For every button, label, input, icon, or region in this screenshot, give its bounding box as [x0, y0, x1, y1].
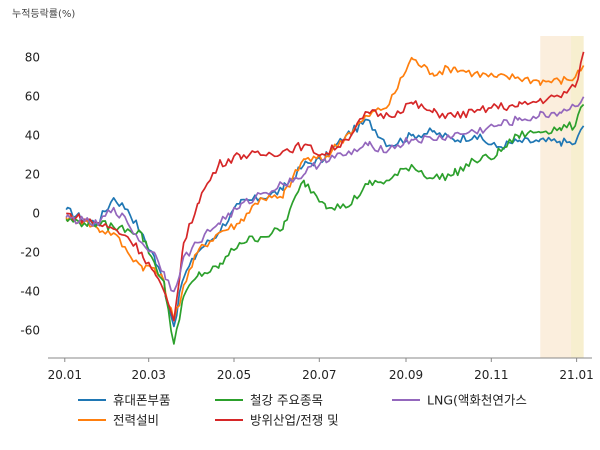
series-line-0 — [65, 118, 585, 328]
legend-label: 철강 주요종목 — [250, 393, 323, 408]
highlight-bands — [540, 36, 584, 358]
highlight-band-1 — [571, 36, 584, 358]
x-tick-label: 20.01 — [48, 368, 82, 382]
y-tick-label: -60 — [20, 323, 40, 337]
x-tick-label: 20.11 — [474, 368, 508, 382]
x-tick-label: 20.07 — [302, 368, 336, 382]
legend-label: LNG(액화천연가스 — [427, 393, 527, 408]
x-tick-label: 21.01 — [559, 368, 593, 382]
y-tick-label: 80 — [25, 51, 40, 65]
x-tick-label: 20.03 — [132, 368, 166, 382]
series-line-4 — [65, 96, 585, 293]
y-tick-label: 20 — [25, 168, 40, 182]
series-line-1 — [65, 56, 585, 322]
x-tick-label: 20.05 — [217, 368, 251, 382]
series-line-2 — [65, 103, 585, 345]
y-tick-label: -20 — [20, 245, 40, 259]
x-tick-label: 20.09 — [389, 368, 423, 382]
y-axis-label: 누적등락률(%) — [12, 8, 75, 20]
x-axis: 20.01 20.03 20.05 20.07 20.09 20.11 21.01 — [48, 357, 594, 382]
legend-label: 휴대폰부품 — [113, 393, 171, 408]
series-lines — [65, 51, 585, 345]
y-tick-label: -40 — [20, 284, 40, 298]
y-tick-label: 0 — [32, 207, 40, 221]
y-tick-label: 40 — [25, 129, 40, 143]
y-tick-label: 60 — [25, 90, 40, 104]
series-line-3 — [66, 51, 585, 322]
legend-label: 전력설비 — [113, 413, 159, 428]
legend-label: 방위산업/전쟁 및 — [250, 413, 339, 428]
y-axis: 80 60 40 20 0 -20 -40 -60 — [20, 51, 40, 338]
